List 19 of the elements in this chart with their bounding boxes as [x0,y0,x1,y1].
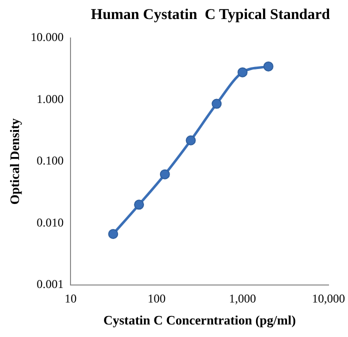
y-tick-label: 0.100 [36,154,64,168]
x-tick-label: 100 [148,291,166,306]
point [186,135,196,146]
x-tick-label: 1,000 [229,291,256,306]
point [108,228,118,239]
x-tick-label: 10,000 [312,291,345,306]
chart-title: Human Cystatin C Typical Standard [90,6,331,23]
x-axis-title: Cystatin C Concerntration (pg/ml) [103,312,296,328]
y-tick-label: 1.000 [36,92,64,106]
point [238,67,248,78]
point [134,200,144,210]
y-tick-label: 0.010 [36,215,64,230]
y-axis-title: Optical Density [7,118,22,205]
y-tick-label: 0.001 [36,277,64,292]
point [263,61,274,72]
x-tick-label: 10 [64,291,77,306]
y-tick-label: 10.000 [30,30,64,44]
point [160,169,170,180]
point [212,98,222,109]
